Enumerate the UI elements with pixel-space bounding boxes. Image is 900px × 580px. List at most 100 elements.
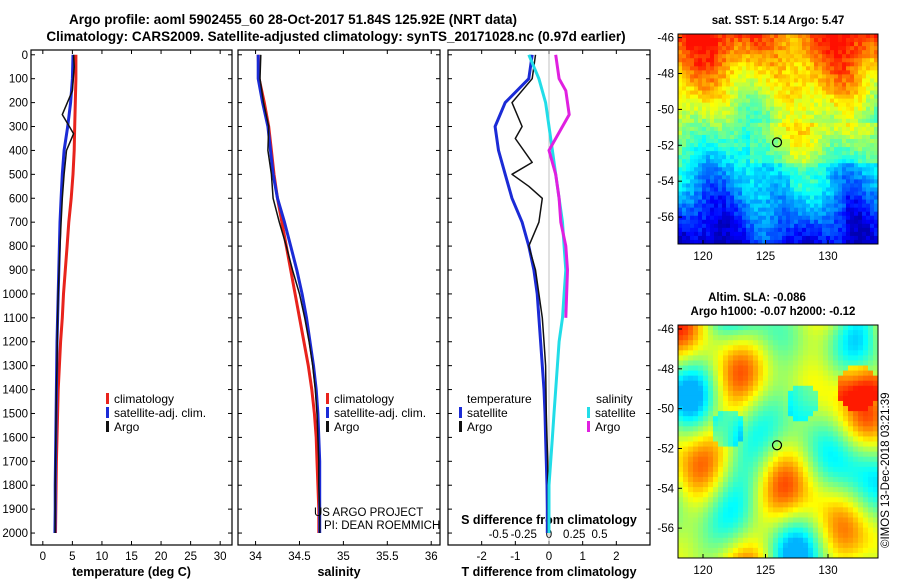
map-cell (783, 416, 789, 422)
map-cell (754, 110, 759, 116)
map-cell (870, 106, 875, 112)
map-cell (783, 365, 789, 371)
x-tick-label: 5 (69, 551, 75, 563)
map-cell (748, 542, 754, 549)
map-cell (786, 163, 791, 168)
map-cell (848, 547, 854, 554)
map-cell (793, 517, 799, 523)
map-cell (798, 552, 804, 559)
map-cell (798, 431, 804, 437)
map-cell (818, 219, 823, 225)
map-cell (818, 426, 824, 432)
map-cell (746, 187, 751, 192)
map-cell (838, 482, 844, 488)
map-cell (683, 406, 689, 412)
map-cell (693, 426, 699, 432)
map-cell (874, 187, 879, 192)
map-cell (714, 58, 719, 63)
map-cell (862, 235, 867, 241)
map-cell (743, 375, 749, 382)
map-cell (858, 421, 864, 427)
map-cell (713, 476, 719, 483)
map-cell (783, 350, 789, 356)
map-cell (754, 86, 759, 91)
map-cell (782, 114, 787, 120)
map-cell (802, 203, 807, 209)
map-cell (773, 542, 779, 549)
map-cell (866, 130, 871, 136)
map-cell (693, 380, 699, 387)
map-cell (773, 370, 779, 377)
map-cell (830, 66, 835, 71)
map-cell (694, 70, 699, 75)
map-cell (808, 426, 814, 432)
map-cell (773, 497, 779, 503)
map-cell (774, 98, 779, 104)
map-cell (826, 147, 831, 152)
map-cell (678, 42, 683, 47)
map-cell (758, 416, 764, 422)
map-cell (690, 175, 695, 180)
map-cell (754, 231, 759, 237)
map-cell (842, 223, 847, 229)
map-cell (710, 239, 715, 245)
map-cell (710, 78, 715, 83)
map-cell (870, 215, 875, 221)
map-cell (733, 325, 739, 331)
map-cell (678, 471, 684, 478)
map-cell (788, 426, 794, 432)
map-cell (730, 94, 735, 100)
x-tick-label: 0 (546, 551, 552, 563)
map-cell (738, 70, 743, 75)
legend-label-argo: Argo (114, 420, 140, 434)
map-cell (778, 537, 784, 544)
map-cell (688, 456, 694, 463)
map-cell (748, 512, 754, 518)
map-cell (790, 155, 795, 160)
map-cell (830, 139, 835, 144)
map-cell (706, 46, 711, 51)
map-cell (762, 34, 767, 39)
map-cell (833, 446, 839, 453)
legend-label-t-argo: Argo (467, 420, 493, 434)
map-cell (763, 340, 769, 346)
map-cell (678, 118, 683, 124)
map-cell (766, 114, 771, 120)
map-cell (710, 211, 715, 217)
map-cell (710, 179, 715, 184)
map-cell (770, 74, 775, 79)
map-cell (766, 155, 771, 160)
map-cell (774, 199, 779, 205)
map-cell (718, 203, 723, 209)
map-cell (830, 82, 835, 87)
map-cell (858, 497, 864, 503)
map-cell (718, 340, 724, 346)
map-cell (848, 517, 854, 523)
map-cell (828, 497, 834, 503)
depth-tick-label: 900 (9, 265, 28, 277)
map-cell (762, 215, 767, 221)
map-cell (768, 421, 774, 427)
map-cell (826, 82, 831, 87)
map-cell (814, 211, 819, 217)
map-cell (763, 542, 769, 549)
map-cell (726, 118, 731, 124)
map-cell (733, 340, 739, 346)
map-cell (843, 547, 849, 554)
map-cell (790, 50, 795, 55)
map-cell (706, 203, 711, 209)
map-cell (768, 330, 774, 336)
map-cell (678, 456, 684, 463)
map-cell (810, 34, 815, 39)
map-cell (758, 537, 764, 544)
map-cell (790, 46, 795, 51)
map-cell (698, 42, 703, 47)
map-cell (748, 330, 754, 336)
map-cell (738, 223, 743, 229)
map-cell (863, 507, 869, 513)
map-cell (803, 537, 809, 544)
map-cell (858, 411, 864, 417)
map-cell (778, 547, 784, 554)
map-cell (773, 411, 779, 417)
map-cell (846, 74, 851, 79)
